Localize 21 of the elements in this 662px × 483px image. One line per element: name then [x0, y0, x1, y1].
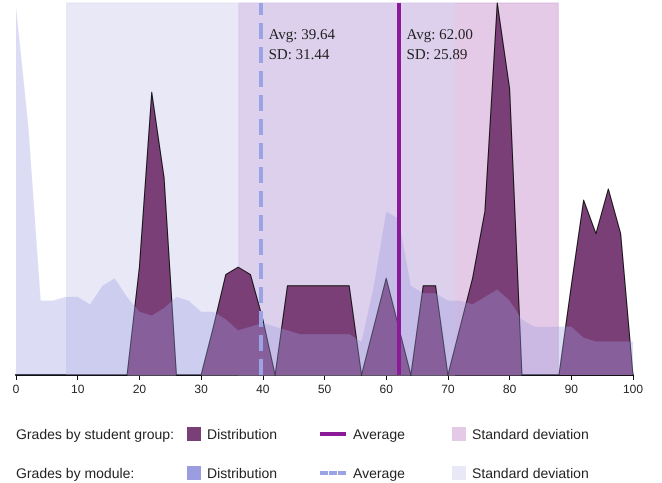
text: Grades by student group:	[16, 425, 174, 444]
x-tick-label: 90	[564, 382, 578, 396]
legend-label: Standard deviation	[472, 425, 589, 444]
x-tick-label: 60	[380, 382, 394, 396]
x-tick-label: 100	[622, 382, 644, 396]
x-tick-label: 50	[318, 382, 332, 396]
legend-label: Distribution	[207, 425, 278, 444]
x-tick-label: 20	[132, 382, 146, 396]
legend-label: Average	[353, 425, 405, 444]
legend-label: Average	[353, 464, 405, 483]
x-tick-label: 30	[194, 382, 208, 396]
x-tick-label: 80	[502, 382, 517, 396]
annotation: Avg: 62.00 SD: 25.89	[406, 27, 473, 63]
x-tick-label: 40	[256, 382, 270, 396]
x-tick-label: 70	[441, 382, 455, 396]
x-tick-label: 0	[12, 382, 20, 396]
legend-label: Distribution	[207, 464, 278, 483]
x-tick-label: 10	[71, 382, 85, 396]
legend-label: Standard deviation	[472, 464, 589, 483]
text: Grades by module:	[16, 464, 134, 483]
annotation: Avg: 39.64 SD: 31.44	[268, 27, 336, 63]
